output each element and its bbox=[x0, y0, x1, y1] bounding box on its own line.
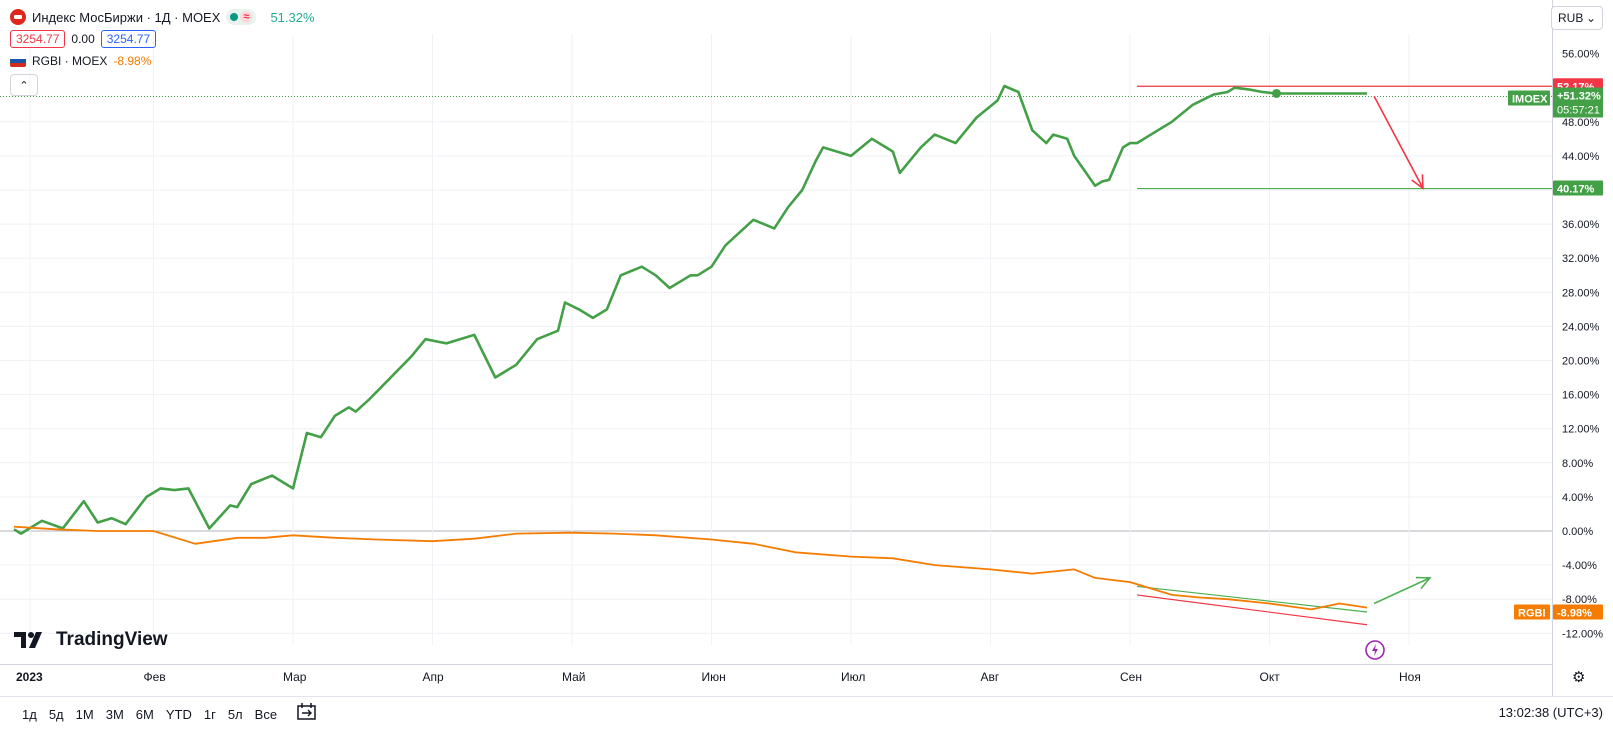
delayed-data-icon: ≈ bbox=[240, 11, 253, 23]
x-tick-label: Июн bbox=[702, 670, 726, 684]
y-tick-label: -12.00% bbox=[1562, 628, 1603, 640]
series-layer bbox=[13, 84, 1368, 611]
currency-label: RUB bbox=[1558, 11, 1584, 25]
series-line-rgbi[interactable] bbox=[13, 525, 1368, 611]
brand-name: TradingView bbox=[56, 629, 168, 650]
y-tick-label: 36.00% bbox=[1562, 219, 1600, 231]
arrow-head bbox=[1415, 576, 1432, 590]
bottom-toolbar: 1д 5д 1М 3М 6М YTD 1г 5л Все bbox=[0, 696, 1613, 732]
series-line-imoex[interactable] bbox=[13, 84, 1368, 535]
arrow-line[interactable] bbox=[1373, 95, 1424, 189]
y-tick-label: 24.00% bbox=[1562, 321, 1600, 333]
time-axis[interactable]: 2023 Фев Мар Апр Май Июн Июл Авг Сен Окт Ноя bbox=[0, 664, 1552, 685]
y-tick-label: -4.00% bbox=[1562, 560, 1597, 572]
tradingview-mark-icon bbox=[14, 632, 42, 648]
currency-select[interactable]: RUB ⌄ bbox=[1551, 6, 1603, 30]
price-tags: 52.17%40.17%+51.32%05:57:21IMOEX-8.98%RG… bbox=[1508, 78, 1603, 620]
price-chart[interactable]: 48.00%44.00%40.00%36.00%32.00%28.00%24.0… bbox=[0, 0, 1613, 696]
rgbi-tag-label: RGBI bbox=[1518, 608, 1546, 620]
x-tick-label: Ноя bbox=[1399, 670, 1421, 684]
x-tick-label: Май bbox=[562, 670, 586, 684]
russia-flag-icon bbox=[10, 55, 26, 67]
y-tick-label: 20.00% bbox=[1562, 356, 1600, 368]
y-tick-label: 48.00% bbox=[1562, 117, 1600, 129]
y-tick-label: 4.00% bbox=[1562, 492, 1593, 504]
y-tick-label: -8.00% bbox=[1562, 594, 1597, 606]
price-axis[interactable]: 48.00%44.00%40.00%36.00%32.00%28.00%24.0… bbox=[1552, 0, 1604, 696]
imoex-countdown-label: 05:57:21 bbox=[1557, 104, 1600, 116]
compare-symbol-row[interactable]: RGBI · MOEX -8.98% bbox=[10, 50, 315, 72]
x-tick-label: 2023 bbox=[16, 670, 43, 684]
y-tick-label: 28.00% bbox=[1562, 287, 1600, 299]
status-pill[interactable]: ≈ bbox=[226, 9, 257, 25]
range-button[interactable]: 1М bbox=[75, 707, 94, 722]
trend-line[interactable] bbox=[1136, 585, 1368, 613]
change-percent: 51.32% bbox=[270, 9, 315, 25]
rgbi-tag-label-bg bbox=[1514, 604, 1550, 620]
x-tick-label: Авг bbox=[981, 670, 1000, 684]
chevron-up-icon: ⌃ bbox=[19, 79, 29, 92]
y-tick-label: 0.00% bbox=[1562, 526, 1593, 538]
arrow-line[interactable] bbox=[1373, 577, 1431, 605]
x-tick-label: Апр bbox=[423, 670, 445, 684]
range-button[interactable]: 1г bbox=[203, 707, 216, 722]
y-tick-label: 8.00% bbox=[1562, 458, 1593, 470]
bid-price[interactable]: 3254.77 bbox=[10, 30, 66, 48]
spread: 0.00 bbox=[71, 32, 95, 46]
y-tick-label: 32.00% bbox=[1562, 253, 1600, 265]
imoex-value-bg bbox=[1553, 87, 1603, 118]
trend-line[interactable] bbox=[1136, 594, 1368, 626]
y-tick-label: 44.00% bbox=[1562, 151, 1600, 163]
x-tick-label: Сен bbox=[1120, 670, 1142, 684]
y-tick-label: 16.00% bbox=[1562, 390, 1600, 402]
imoex-value-label: +51.32% bbox=[1557, 90, 1601, 102]
calendar-range-icon[interactable] bbox=[296, 702, 318, 722]
imoex-tag-label-bg bbox=[1508, 90, 1550, 106]
x-tick-label: Июл bbox=[841, 670, 865, 684]
drawings bbox=[0, 85, 1552, 626]
x-tick-label: Окт bbox=[1260, 670, 1281, 684]
market-open-icon bbox=[230, 13, 239, 21]
last-point-marker bbox=[1271, 88, 1281, 98]
arrow-head bbox=[1411, 174, 1424, 190]
main-symbol-row[interactable]: Индекс МосБиржи · 1Д · MOEX ≈ 51.32% bbox=[10, 6, 315, 28]
compare-symbol[interactable]: RGBI · MOEX bbox=[32, 54, 108, 68]
moex-logo-icon bbox=[10, 9, 26, 25]
collapse-legend-button[interactable]: ⌃ bbox=[10, 74, 38, 96]
grid bbox=[0, 34, 1552, 645]
clock[interactable]: 13:02:38 (UTC+3) bbox=[1498, 705, 1603, 720]
range-buttons: 1д 5д 1М 3М 6М YTD 1г 5л Все bbox=[16, 707, 283, 722]
range-button[interactable]: 5л bbox=[227, 707, 243, 722]
range-button[interactable]: 1д bbox=[22, 707, 37, 722]
legend: Индекс МосБиржи · 1Д · MOEX ≈ 51.32% 325… bbox=[10, 6, 315, 96]
lightning-icon[interactable] bbox=[1364, 639, 1386, 661]
compare-change: -8.98% bbox=[113, 54, 152, 68]
range-button[interactable]: YTD bbox=[165, 707, 192, 722]
settings-icon[interactable]: ⚙ bbox=[1572, 669, 1586, 686]
x-tick-label: Фев bbox=[144, 670, 166, 684]
quote-row: 3254.77 0.00 3254.77 bbox=[10, 28, 315, 50]
range-button[interactable]: 3М bbox=[105, 707, 124, 722]
y-tick-label: 56.00% bbox=[1562, 49, 1600, 61]
rgbi-value-label: -8.98% bbox=[1557, 608, 1592, 620]
imoex-tag-label: IMOEX bbox=[1512, 93, 1548, 105]
symbol-title[interactable]: Индекс МосБиржи · 1Д · MOEX bbox=[32, 9, 221, 25]
range-button[interactable]: Все bbox=[254, 707, 278, 722]
x-tick-label: Мар bbox=[283, 670, 307, 684]
range-button[interactable]: 6М bbox=[135, 707, 154, 722]
rgbi-value-label-bg bbox=[1553, 604, 1603, 620]
level-low-label: 40.17% bbox=[1557, 184, 1595, 196]
range-button[interactable]: 5д bbox=[48, 707, 64, 722]
tradingview-logo[interactable]: TradingView bbox=[14, 629, 168, 651]
chevron-down-icon: ⌄ bbox=[1585, 11, 1596, 25]
y-tick-label: 12.00% bbox=[1562, 424, 1600, 436]
ask-price[interactable]: 3254.77 bbox=[100, 30, 157, 48]
level-low-label-bg bbox=[1553, 180, 1603, 196]
